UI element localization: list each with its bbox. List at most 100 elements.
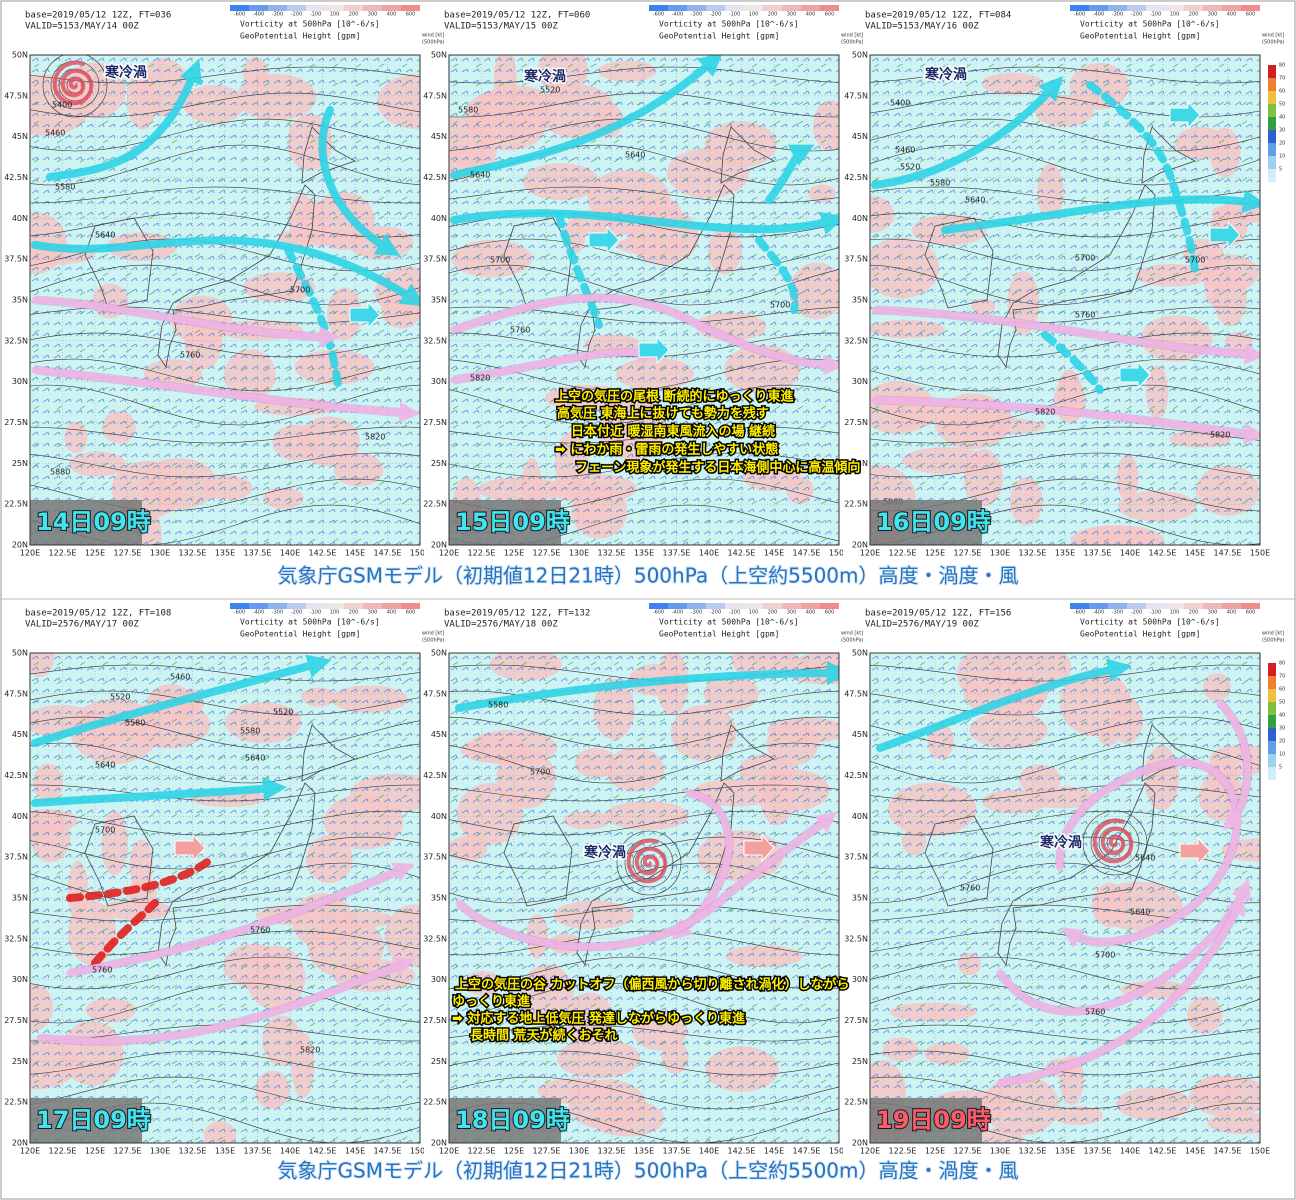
colorbar-cell bbox=[268, 5, 287, 11]
map: 5400 5460 5520 5580 5640 5700 5700 5760 5820 5820… bbox=[870, 55, 1260, 545]
colorbar-cell bbox=[668, 603, 687, 609]
lat-tick-label: 42.5N bbox=[844, 771, 868, 780]
lon-tick-label: 137.5E bbox=[663, 1147, 691, 1156]
contour-label: 5700 bbox=[530, 768, 550, 777]
move-arrow bbox=[1119, 360, 1151, 390]
lon-tick-label: 135E bbox=[1055, 549, 1075, 558]
wind-colorbar-cell bbox=[1268, 117, 1276, 130]
lat-tick-label: 40N bbox=[12, 214, 28, 223]
contour-label: 5880 bbox=[50, 468, 70, 477]
lat-tick-label: 32.5N bbox=[423, 934, 447, 943]
contour-label: 5700 bbox=[1095, 951, 1115, 960]
panel: 5580 5700 寒冷渦 18日09時 50N 47.5N 45N 42.5N 40N 37.5… bbox=[423, 603, 864, 1156]
contour-label: 5700 bbox=[490, 256, 510, 265]
wind-tick: 5 bbox=[1279, 167, 1282, 173]
colorbar-tick: -100 bbox=[1150, 12, 1161, 18]
colorbar-tick: -200 bbox=[1131, 610, 1142, 616]
lat-tick-label: 25N bbox=[431, 459, 447, 468]
map: 5520 5580 5640 5640 5700 5700 5760 5820 寒冷渦 15日09… bbox=[449, 55, 839, 545]
height-contour bbox=[30, 1076, 420, 1110]
flow-arrow bbox=[31, 296, 341, 348]
lat-tick-label: 22.5N bbox=[423, 500, 447, 509]
colorbar-cell bbox=[1108, 603, 1127, 609]
height-title: GeoPotential Height [gpm] bbox=[659, 630, 779, 639]
height-contour bbox=[870, 716, 1260, 750]
height-contour bbox=[870, 384, 1260, 426]
vortex-spiral bbox=[1092, 818, 1134, 864]
lon-tick-label: 122.5E bbox=[468, 1147, 496, 1156]
height-contour bbox=[30, 264, 420, 306]
colorbar-tick: 400 bbox=[1227, 610, 1237, 616]
lon-tick-label: 125E bbox=[85, 549, 105, 558]
lat-tick-label: 47.5N bbox=[844, 91, 868, 100]
contour-label: 5700 bbox=[770, 301, 790, 310]
note-line: 上空の気圧の尾根 断続的にゆっくり東進 bbox=[555, 389, 794, 405]
wind-tick: 60 bbox=[1279, 687, 1285, 693]
colorbar-cell bbox=[744, 603, 763, 609]
lat-tick-label: 22.5N bbox=[4, 1098, 28, 1107]
wind-tick: 10 bbox=[1279, 154, 1285, 160]
panel: 5640 5640 5700 5760 5760 寒冷渦 19日09時 50N 47.5N 45N… bbox=[844, 603, 1285, 1156]
colorbar-tick: 200 bbox=[1189, 610, 1199, 616]
note-line: 日本付近 暖湿南東風流入の場 継続 bbox=[571, 424, 775, 440]
lat-tick-label: 25N bbox=[12, 459, 28, 468]
note-line: 上空の気圧の谷 カットオフ（偏西風から切り離され渦化）しながら bbox=[455, 977, 850, 993]
coastline bbox=[84, 126, 356, 369]
colorbar-tick: 100 bbox=[749, 12, 759, 18]
lon-tick-label: 137.5E bbox=[1084, 549, 1112, 558]
colorbar-cell bbox=[668, 5, 687, 11]
lat-tick-label: 45N bbox=[852, 132, 868, 141]
lon-axis: 120E 122.5E 125E 127.5E 130E 132.5E 135E 137.5E… bbox=[439, 1147, 843, 1156]
wind-tick: 40 bbox=[1279, 115, 1285, 121]
lon-tick-label: 137.5E bbox=[1084, 1147, 1112, 1156]
colorbar-cell bbox=[763, 5, 782, 11]
vorticity-title: Vorticity at 500hPa [10^-6/s] bbox=[240, 20, 380, 29]
panel: 5400 5460 5580 5640 5700 5760 5820 5880 寒冷渦 14日09… bbox=[4, 5, 445, 558]
height-contour bbox=[870, 452, 1260, 478]
lat-tick-label: 40N bbox=[431, 214, 447, 223]
wind-colorbar-cell bbox=[1268, 104, 1276, 117]
height-contour bbox=[449, 862, 839, 904]
lat-tick-label: 22.5N bbox=[844, 1098, 868, 1107]
lat-tick-label: 20N bbox=[12, 541, 28, 550]
lat-tick-label: 30N bbox=[852, 377, 868, 386]
valid-time: VALID=5153/MAY/16 00Z bbox=[865, 22, 979, 32]
flow-arrow bbox=[871, 396, 1260, 445]
colorbar-cell bbox=[1222, 5, 1241, 11]
lat-tick-label: 45N bbox=[431, 132, 447, 141]
vortex-spiral bbox=[52, 60, 94, 106]
colorbar-cell bbox=[1165, 5, 1184, 11]
contour-label: 5640 bbox=[95, 231, 115, 240]
lat-tick-label: 40N bbox=[431, 812, 447, 821]
lon-tick-label: 132.5E bbox=[179, 549, 207, 558]
map-content: 5640 5640 5700 5760 5760 寒冷渦 19日09時 bbox=[870, 653, 1260, 1143]
wind-tick: 60 bbox=[1279, 89, 1285, 95]
height-contour bbox=[870, 742, 1260, 784]
colorbar-tick: 200 bbox=[349, 610, 359, 616]
lat-tick-label: 30N bbox=[852, 975, 868, 984]
valid-time: VALID=5153/MAY/14 00Z bbox=[25, 22, 139, 32]
contour-label: 5580 bbox=[458, 106, 478, 115]
colorbar-tick: -600 bbox=[234, 610, 245, 616]
date-label: 19日09時 bbox=[876, 1106, 991, 1134]
lon-tick-label: 125E bbox=[925, 549, 945, 558]
colorbar-tick: 300 bbox=[368, 610, 378, 616]
move-arrow bbox=[1169, 100, 1201, 130]
contour-label: 5820 bbox=[300, 1046, 320, 1055]
contour-label: 5460 bbox=[170, 673, 190, 682]
height-contour bbox=[449, 238, 839, 272]
lat-tick-label: 30N bbox=[431, 377, 447, 386]
colorbar-tick: 100 bbox=[1170, 610, 1180, 616]
lat-tick-label: 22.5N bbox=[423, 1098, 447, 1107]
lon-tick-label: 150E bbox=[410, 1147, 430, 1156]
coastline bbox=[924, 724, 1196, 967]
vorticity-title: Vorticity at 500hPa [10^-6/s] bbox=[659, 618, 799, 627]
colorbar-tick: 100 bbox=[330, 12, 340, 18]
colorbar-cell bbox=[1127, 603, 1146, 609]
colorbar-cell bbox=[268, 603, 287, 609]
lat-tick-label: 32.5N bbox=[4, 336, 28, 345]
wind-colorbar-cell bbox=[1268, 663, 1276, 676]
note-line: 高気圧 東海上に抜けても勢力を残す bbox=[557, 406, 769, 422]
colorbar-tick: 400 bbox=[806, 610, 816, 616]
